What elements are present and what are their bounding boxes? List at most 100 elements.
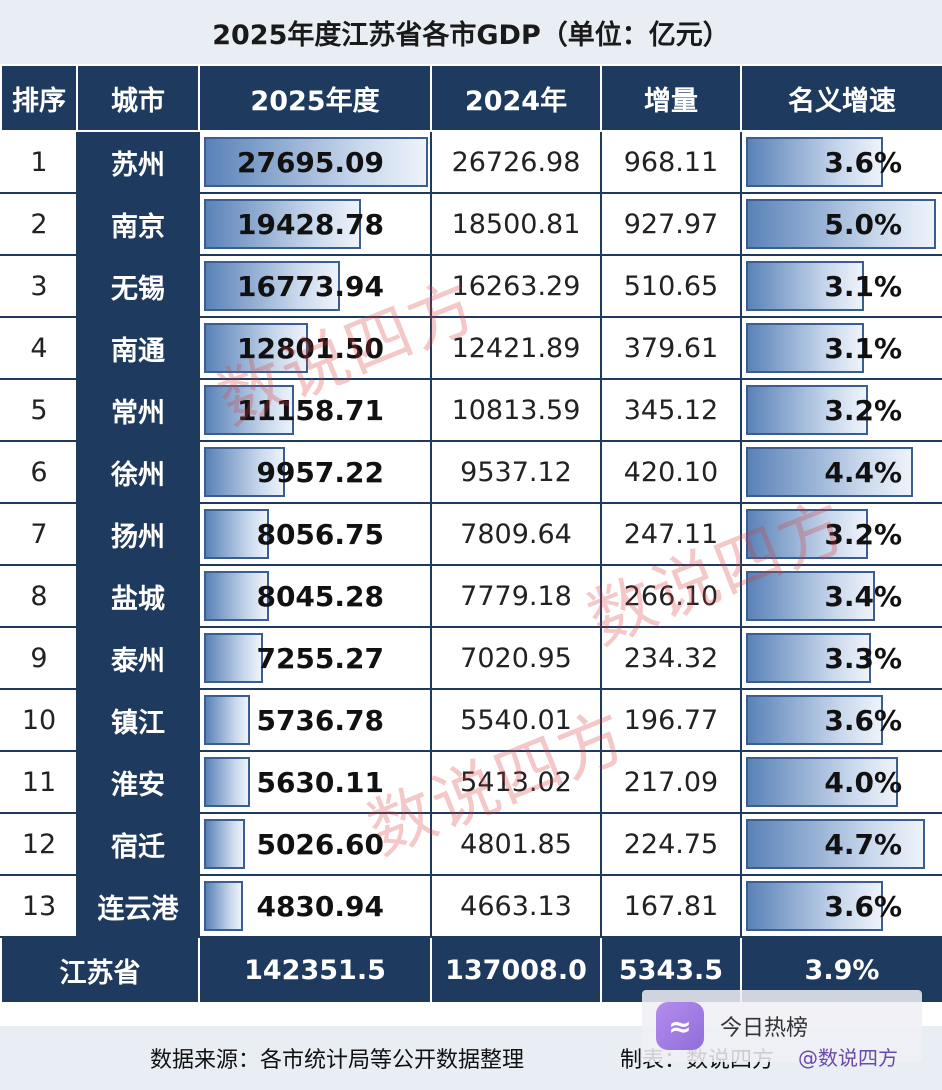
gdp-2024-cell: 4663.13 bbox=[430, 874, 602, 938]
growth-rate-value: 4.4% bbox=[824, 455, 902, 489]
rank-cell: 9 bbox=[0, 626, 78, 690]
city-cell: 宿迁 bbox=[76, 812, 200, 876]
city-cell: 连云港 bbox=[76, 874, 200, 938]
growth-rate-bar bbox=[746, 509, 868, 559]
growth-rate-bar bbox=[746, 757, 898, 807]
gdp-2025-bar bbox=[204, 199, 361, 249]
gdp-2025-cell: 7255.27 bbox=[198, 626, 432, 690]
gdp-2025-value: 7255.27 bbox=[256, 641, 384, 675]
growth-rate-bar bbox=[746, 695, 883, 745]
rank-cell: 1 bbox=[0, 130, 78, 194]
table-row: 5 常州 11158.71 10813.59 345.12 3.2% bbox=[0, 378, 942, 442]
app-watermark-handle: @数说四方 bbox=[798, 1046, 898, 1070]
table-row: 6 徐州 9957.22 9537.12 420.10 4.4% bbox=[0, 440, 942, 504]
gdp-2025-value: 5736.78 bbox=[256, 703, 384, 737]
header-rank: 排序 bbox=[0, 64, 78, 132]
gdp-2025-value: 9957.22 bbox=[256, 455, 384, 489]
table-row: 7 扬州 8056.75 7809.64 247.11 3.2% bbox=[0, 502, 942, 566]
gdp-2025-bar bbox=[204, 571, 269, 621]
growth-rate-bar bbox=[746, 819, 925, 869]
gdp-2024-cell: 5540.01 bbox=[430, 688, 602, 752]
table-body: 1 苏州 27695.09 26726.98 968.11 3.6% 2 南京 19428.78… bbox=[0, 130, 942, 938]
gdp-2025-value: 4830.94 bbox=[256, 889, 384, 923]
growth-rate-value: 3.2% bbox=[824, 393, 902, 427]
app-logo-icon: ≈ bbox=[656, 1002, 704, 1050]
growth-rate-value: 3.6% bbox=[824, 145, 902, 179]
city-cell: 无锡 bbox=[76, 254, 200, 318]
growth-rate-value: 3.1% bbox=[824, 269, 902, 303]
gdp-2025-cell: 8056.75 bbox=[198, 502, 432, 566]
header-2025: 2025年度 bbox=[198, 64, 432, 132]
growth-rate-cell: 4.7% bbox=[740, 812, 942, 876]
growth-rate-bar bbox=[746, 633, 871, 683]
rank-cell: 12 bbox=[0, 812, 78, 876]
table-row: 3 无锡 16773.94 16263.29 510.65 3.1% bbox=[0, 254, 942, 318]
gdp-2024-cell: 10813.59 bbox=[430, 378, 602, 442]
growth-rate-value: 3.2% bbox=[824, 517, 902, 551]
increment-cell: 167.81 bbox=[600, 874, 742, 938]
rank-cell: 2 bbox=[0, 192, 78, 256]
table-row: 13 连云港 4830.94 4663.13 167.81 3.6% bbox=[0, 874, 942, 938]
growth-rate-bar bbox=[746, 385, 868, 435]
rank-cell: 7 bbox=[0, 502, 78, 566]
table-row: 4 南通 12801.50 12421.89 379.61 3.1% bbox=[0, 316, 942, 380]
gdp-2025-cell: 11158.71 bbox=[198, 378, 432, 442]
gdp-2024-cell: 5413.02 bbox=[430, 750, 602, 814]
gdp-2025-cell: 27695.09 bbox=[198, 130, 432, 194]
gdp-2025-value: 11158.71 bbox=[236, 393, 384, 427]
rank-cell: 4 bbox=[0, 316, 78, 380]
growth-rate-bar bbox=[746, 199, 936, 249]
gdp-2025-value: 16773.94 bbox=[236, 269, 384, 303]
gdp-2025-cell: 16773.94 bbox=[198, 254, 432, 318]
gdp-2025-bar bbox=[204, 447, 285, 497]
gdp-2025-bar bbox=[204, 509, 269, 559]
rank-cell: 3 bbox=[0, 254, 78, 318]
table-row: 10 镇江 5736.78 5540.01 196.77 3.6% bbox=[0, 688, 942, 752]
gdp-2025-cell: 5026.60 bbox=[198, 812, 432, 876]
data-source-note: 数据来源：各市统计局等公开数据整理 bbox=[150, 1048, 525, 1073]
growth-rate-cell: 3.3% bbox=[740, 626, 942, 690]
increment-cell: 927.97 bbox=[600, 192, 742, 256]
increment-cell: 420.10 bbox=[600, 440, 742, 504]
rank-cell: 5 bbox=[0, 378, 78, 442]
growth-rate-value: 5.0% bbox=[824, 207, 902, 241]
gdp-2024-cell: 7809.64 bbox=[430, 502, 602, 566]
growth-rate-cell: 5.0% bbox=[740, 192, 942, 256]
gdp-2025-bar bbox=[204, 385, 294, 435]
gdp-2025-cell: 19428.78 bbox=[198, 192, 432, 256]
increment-cell: 234.32 bbox=[600, 626, 742, 690]
gdp-2025-bar bbox=[204, 261, 340, 311]
rank-cell: 10 bbox=[0, 688, 78, 752]
increment-cell: 224.75 bbox=[600, 812, 742, 876]
gdp-2025-value: 8045.28 bbox=[256, 579, 384, 613]
total-increment: 5343.5 bbox=[600, 936, 742, 1004]
growth-rate-bar bbox=[746, 571, 875, 621]
increment-cell: 266.10 bbox=[600, 564, 742, 628]
gdp-2024-cell: 16263.29 bbox=[430, 254, 602, 318]
rank-cell: 11 bbox=[0, 750, 78, 814]
growth-rate-value: 3.6% bbox=[824, 889, 902, 923]
growth-rate-cell: 3.1% bbox=[740, 254, 942, 318]
gdp-table: 排序 城市 2025年度 2024年 增量 名义增速 1 苏州 27695.09 26… bbox=[0, 64, 942, 1004]
growth-rate-bar bbox=[746, 881, 883, 931]
city-cell: 泰州 bbox=[76, 626, 200, 690]
increment-cell: 968.11 bbox=[600, 130, 742, 194]
gdp-2025-cell: 8045.28 bbox=[198, 564, 432, 628]
city-cell: 苏州 bbox=[76, 130, 200, 194]
increment-cell: 345.12 bbox=[600, 378, 742, 442]
gdp-2025-bar bbox=[204, 323, 308, 373]
growth-rate-cell: 4.4% bbox=[740, 440, 942, 504]
table-row: 2 南京 19428.78 18500.81 927.97 5.0% bbox=[0, 192, 942, 256]
table-row: 9 泰州 7255.27 7020.95 234.32 3.3% bbox=[0, 626, 942, 690]
header-growth-rate: 名义增速 bbox=[740, 64, 942, 132]
gdp-2024-cell: 18500.81 bbox=[430, 192, 602, 256]
header-increment: 增量 bbox=[600, 64, 742, 132]
growth-rate-value: 4.7% bbox=[824, 827, 902, 861]
city-cell: 镇江 bbox=[76, 688, 200, 752]
total-2024: 137008.0 bbox=[430, 936, 602, 1004]
gdp-2024-cell: 12421.89 bbox=[430, 316, 602, 380]
gdp-2025-bar bbox=[204, 757, 250, 807]
city-cell: 徐州 bbox=[76, 440, 200, 504]
city-cell: 扬州 bbox=[76, 502, 200, 566]
